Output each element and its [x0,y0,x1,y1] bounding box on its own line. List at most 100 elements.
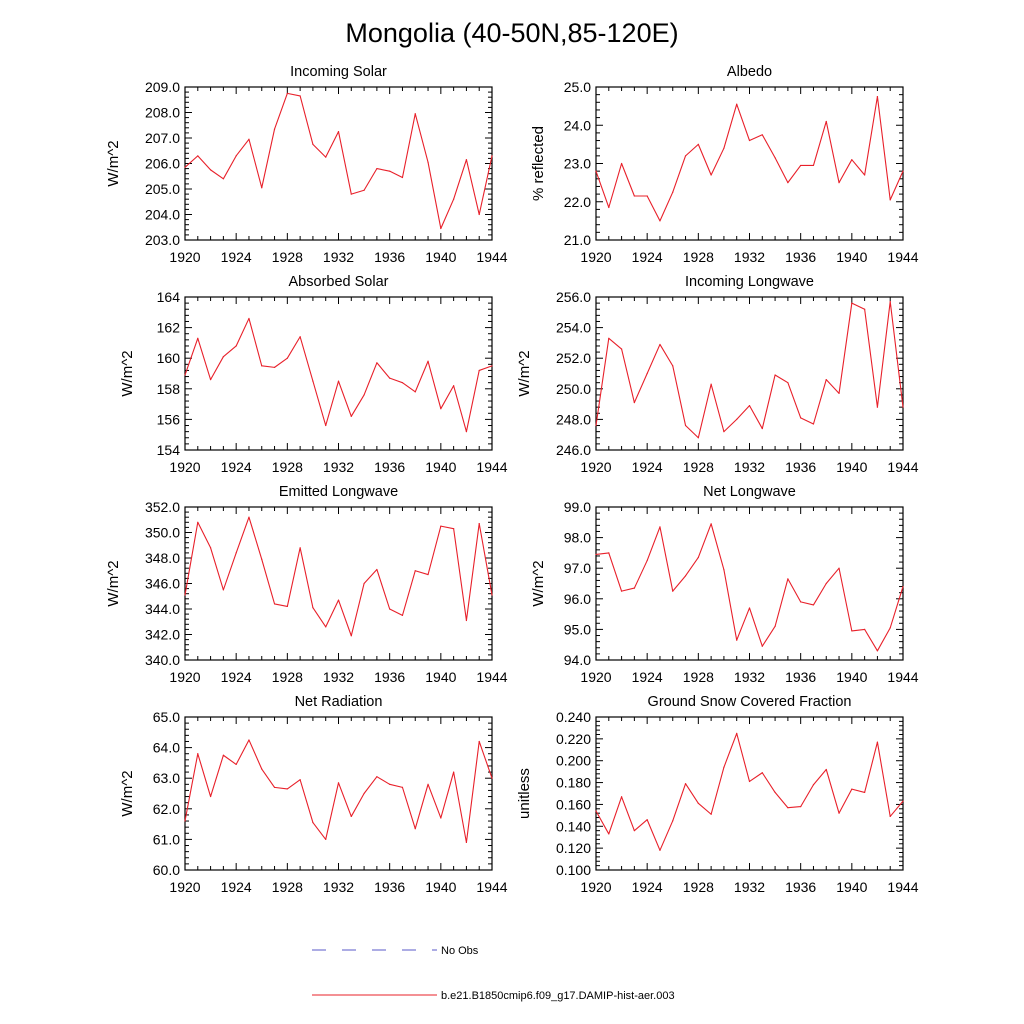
y-tick-label: 98.0 [564,530,591,546]
x-tick-label: 1924 [221,459,252,475]
data-point [337,599,340,601]
x-tick-label: 1936 [374,879,405,895]
data-point [812,784,815,786]
x-tick-label: 1928 [683,459,714,475]
panel-title: Net Longwave [703,484,796,500]
x-tick-label: 1932 [734,669,765,685]
data-point [491,155,493,157]
data-point [684,575,687,577]
data-point [401,614,404,616]
x-tick-label: 1936 [374,459,405,475]
data-point [787,382,789,384]
data-point [414,570,416,572]
data-point [761,772,763,774]
data-point [672,365,674,367]
data-point [608,337,610,339]
data-point [902,800,904,802]
panel-title: Incoming Solar [290,64,387,80]
data-point [800,601,802,603]
data-point [748,405,751,407]
series-line [595,523,904,652]
x-tick-label: 1928 [272,669,303,685]
data-point [209,547,212,549]
data-point [876,650,879,652]
y-tick-label: 96.0 [564,591,591,607]
y-tick-label: 252.0 [556,350,591,366]
data-point [864,791,866,794]
data-point [800,164,802,167]
data-point [209,379,212,381]
data-point [748,139,751,142]
x-tick-label: 1940 [836,459,867,475]
y-tick-label: 254.0 [556,320,591,336]
data-point [723,431,725,433]
data-point [684,424,687,427]
data-point [659,849,661,851]
data-point [286,92,288,94]
data-point [363,189,365,191]
y-tick-label: 63.0 [153,770,180,786]
data-point [363,582,365,585]
data-point [748,607,751,609]
y-tick-label: 246.0 [556,442,591,458]
y-axis-label: W/m^2 [516,350,533,396]
data-point [465,619,468,622]
panel-ground-snow-covered-fraction: 1920 1924 1928 1932 1936 1940 1944 0.100 0.120 0.… [516,694,919,895]
data-point [595,810,597,812]
x-tick-label: 1924 [632,669,663,685]
x-tick-label: 1944 [887,879,918,895]
data-point [235,552,237,554]
x-tick-label: 1944 [476,249,507,265]
x-tick-label: 1940 [425,879,456,895]
panel-title: Absorbed Solar [289,274,389,290]
data-point [710,813,712,815]
data-point [376,168,378,170]
series-line [184,92,493,230]
data-point [286,605,288,608]
x-tick-label: 1928 [272,249,303,265]
legend-label-no-obs: No Obs [441,945,479,957]
x-tick-label: 1928 [683,879,714,895]
x-tick-label: 1924 [632,879,663,895]
y-tick-label: 24.0 [564,117,591,133]
data-point [595,424,597,427]
data-point [414,828,416,830]
series-line [595,301,904,439]
data-point [286,788,288,790]
data-point [325,424,327,427]
data-point [273,786,276,788]
y-tick-label: 204.0 [145,207,180,223]
data-point [684,783,687,785]
data-point [851,630,853,632]
data-point [453,385,455,387]
data-point [620,590,623,592]
data-point [851,302,853,304]
data-point [389,170,391,172]
data-point [350,815,352,818]
data-point [376,776,378,778]
data-point [774,157,776,159]
data-point [325,838,327,841]
data-point [299,95,301,97]
data-point [478,213,480,216]
data-point [838,567,840,569]
y-tick-label: 99.0 [564,499,591,515]
data-point [350,193,352,195]
panels: 1920 1924 1928 1932 1936 1940 1944 203.0 204.0 20… [105,64,919,895]
y-tick-label: 94.0 [564,652,591,668]
data-point [363,792,365,795]
data-point [389,608,391,610]
x-tick-label: 1936 [374,669,405,685]
data-point [812,164,815,167]
x-tick-label: 1936 [785,879,816,895]
data-point [491,594,493,596]
data-point [697,143,699,145]
y-tick-label: 208.0 [145,105,180,121]
data-point [235,763,237,766]
data-point [184,820,186,822]
data-point [659,343,661,346]
data-point [864,308,866,310]
data-point [620,796,623,798]
y-axis-label: W/m^2 [105,140,122,186]
data-point [710,174,712,176]
